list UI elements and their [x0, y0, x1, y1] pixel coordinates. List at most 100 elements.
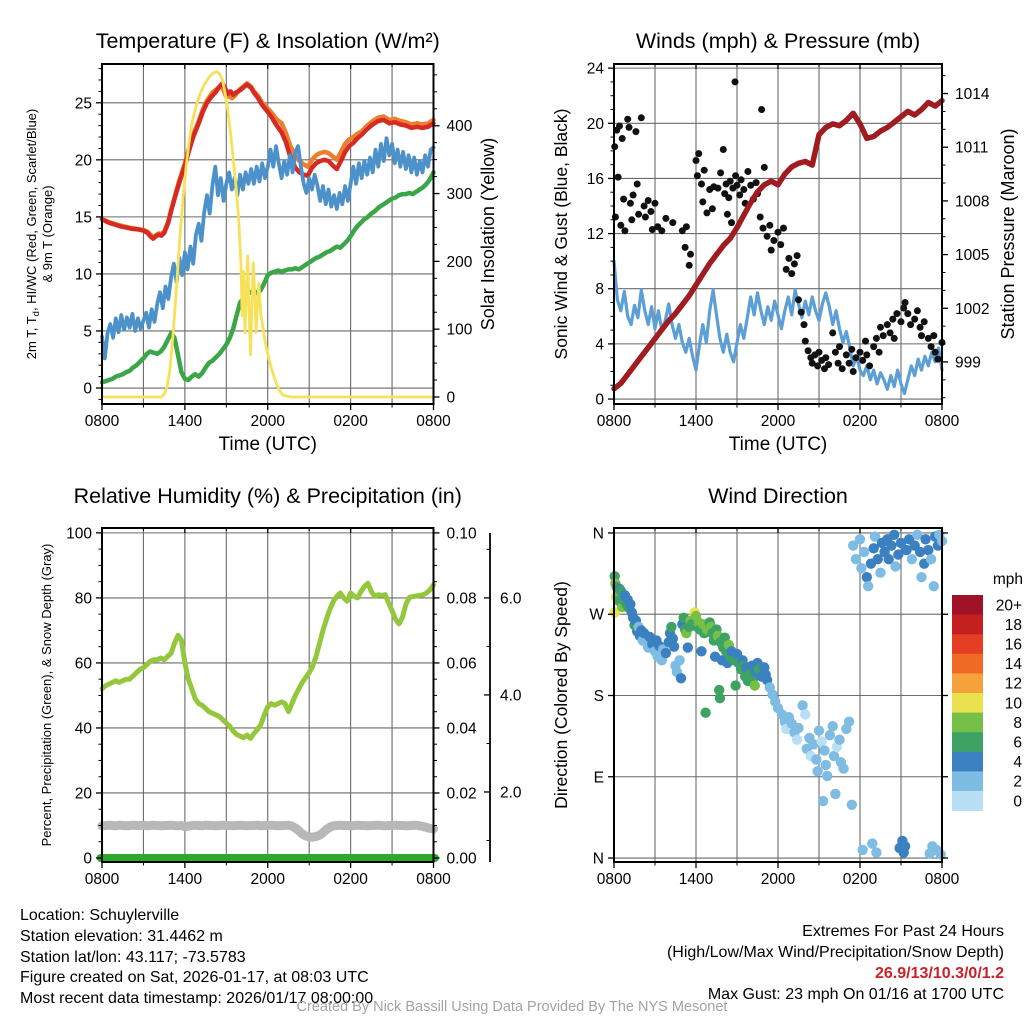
axes — [96, 63, 440, 410]
svg-text:999: 999 — [955, 354, 981, 371]
series-station-pressure — [611, 97, 945, 392]
svg-text:0200: 0200 — [333, 413, 368, 430]
svg-text:6.0: 6.0 — [500, 590, 522, 607]
svg-text:0.00: 0.00 — [447, 851, 478, 868]
svg-text:0.10: 0.10 — [447, 525, 478, 542]
x-axis-label: Time (UTC) — [219, 434, 318, 455]
svg-text:20+: 20+ — [996, 597, 1022, 614]
svg-text:0: 0 — [83, 381, 92, 398]
series — [611, 78, 946, 396]
svg-text:1011: 1011 — [955, 140, 988, 157]
series — [99, 70, 436, 399]
svg-text:60: 60 — [75, 655, 93, 672]
gridlines — [614, 528, 942, 862]
series-wind-gust — [611, 78, 946, 375]
colorbar-unit-label: mph — [993, 571, 1023, 588]
svg-text:0800: 0800 — [597, 871, 632, 888]
axis-labels: 0800 1400 2000 0200 0800 0 20 40 60 80 100 0.00 0.02… — [39, 484, 522, 888]
svg-text:1005: 1005 — [955, 247, 989, 264]
svg-text:100: 100 — [66, 525, 92, 542]
svg-text:2000: 2000 — [761, 413, 796, 430]
series-relative-humidity — [99, 580, 436, 741]
y-left-label: Direction (Colored By Speed) — [551, 581, 571, 809]
svg-text:1008: 1008 — [955, 193, 989, 210]
svg-text:0800: 0800 — [925, 871, 960, 888]
speed-colorbar: 20+ 18 16 14 12 10 8 6 4 2 0 mph — [952, 571, 1023, 811]
svg-text:0200: 0200 — [333, 871, 368, 888]
svg-text:4: 4 — [1013, 754, 1022, 771]
svg-text:0800: 0800 — [925, 413, 960, 430]
panel-winds-pressure: 0800 1400 2000 0200 0800 0 4 8 12 16 20 24 999 1002 10… — [551, 29, 1018, 455]
svg-text:W: W — [589, 607, 604, 624]
svg-text:12: 12 — [1005, 676, 1022, 693]
svg-text:16: 16 — [587, 171, 604, 188]
svg-text:10: 10 — [75, 266, 93, 283]
max-gust-line: Max Gust: 23 mph On 01/16 at 1700 UTC — [707, 986, 1004, 1003]
panel-wind-direction: 0800 1400 2000 0200 0800 N W S E N 20+ 18 16 14 12 10 8 6… — [551, 484, 1023, 888]
svg-text:300: 300 — [447, 186, 473, 203]
svg-text:1400: 1400 — [679, 871, 714, 888]
svg-text:1400: 1400 — [168, 413, 203, 430]
svg-text:18: 18 — [1005, 617, 1022, 634]
svg-text:E: E — [594, 769, 604, 786]
svg-text:2.0: 2.0 — [500, 784, 522, 801]
svg-text:0800: 0800 — [416, 413, 451, 430]
station-location: Location: Schuylerville — [20, 907, 180, 924]
panel-temperature-insolation: 0800 1400 2000 0200 0800 0 5 10 15 20 25 0 100 200 300… — [24, 29, 498, 455]
y-left-label: Sonic Wind & Gust (Blue, Black) — [551, 109, 571, 360]
panel-humidity-precipitation: 0800 1400 2000 0200 0800 0 20 40 60 80 100 0.00 0.02… — [39, 484, 522, 888]
svg-text:0.04: 0.04 — [447, 720, 478, 737]
svg-text:12: 12 — [587, 226, 604, 243]
svg-text:0.06: 0.06 — [447, 655, 477, 672]
svg-text:0800: 0800 — [85, 871, 120, 888]
axes — [608, 527, 948, 868]
svg-text:0.08: 0.08 — [447, 590, 477, 607]
svg-text:0: 0 — [595, 392, 604, 409]
svg-text:1400: 1400 — [679, 413, 714, 430]
svg-text:2000: 2000 — [251, 413, 286, 430]
svg-text:20: 20 — [75, 785, 93, 802]
svg-text:0200: 0200 — [843, 413, 878, 430]
svg-text:5: 5 — [83, 323, 92, 340]
svg-text:400: 400 — [447, 118, 473, 135]
svg-text:4: 4 — [595, 336, 604, 353]
y-right-label: Station Pressure (Maroon) — [998, 128, 1018, 339]
y-left-label: 2m T, Td, HI/WC (Red, Green, Scarlet/Blu… — [24, 109, 42, 359]
series-snow-depth — [97, 820, 438, 842]
y-right-label: Solar Insolation (Yellow) — [478, 138, 498, 330]
svg-text:0200: 0200 — [843, 871, 878, 888]
series-2m-temperature — [99, 81, 436, 241]
svg-text:0800: 0800 — [597, 413, 632, 430]
recent-data-timestamp: Most recent data timestamp: 2026/01/17 0… — [20, 990, 374, 1008]
series-sonic-wind — [612, 259, 944, 396]
axes — [608, 63, 948, 410]
svg-text:1400: 1400 — [168, 871, 203, 888]
svg-text:2: 2 — [1013, 774, 1022, 791]
svg-text:1014: 1014 — [955, 86, 990, 103]
svg-text:2000: 2000 — [251, 871, 286, 888]
station-info: Location: Schuylerville Station elevatio… — [20, 906, 373, 1010]
series-solar-insolation — [100, 70, 435, 399]
svg-text:N: N — [593, 851, 604, 868]
extremes-summary: Extremes For Past 24 Hours (High/Low/Max… — [667, 921, 1004, 1005]
svg-text:S: S — [594, 688, 604, 705]
chart-title: Wind Direction — [708, 484, 848, 508]
svg-text:0: 0 — [447, 390, 456, 407]
svg-text:1002: 1002 — [955, 301, 989, 318]
svg-text:15: 15 — [75, 209, 92, 226]
svg-text:N: N — [593, 525, 604, 542]
svg-text:25: 25 — [75, 95, 92, 112]
chart-title: Relative Humidity (%) & Precipitation (i… — [74, 484, 462, 508]
chart-title: Winds (mph) & Pressure (mb) — [636, 29, 920, 53]
svg-text:80: 80 — [75, 590, 93, 607]
svg-text:2000: 2000 — [761, 871, 796, 888]
svg-text:0800: 0800 — [85, 413, 120, 430]
series-wind-chill — [100, 136, 436, 361]
svg-text:200: 200 — [447, 254, 473, 271]
svg-text:20: 20 — [587, 116, 605, 133]
axis-labels: 0800 1400 2000 0200 0800 0 4 8 12 16 20 24 999 1002 10… — [551, 29, 1018, 455]
credit-line: Created By Nick Bassill Using Data Provi… — [296, 999, 728, 1015]
svg-text:100: 100 — [447, 322, 473, 339]
svg-text:0.02: 0.02 — [447, 785, 477, 802]
